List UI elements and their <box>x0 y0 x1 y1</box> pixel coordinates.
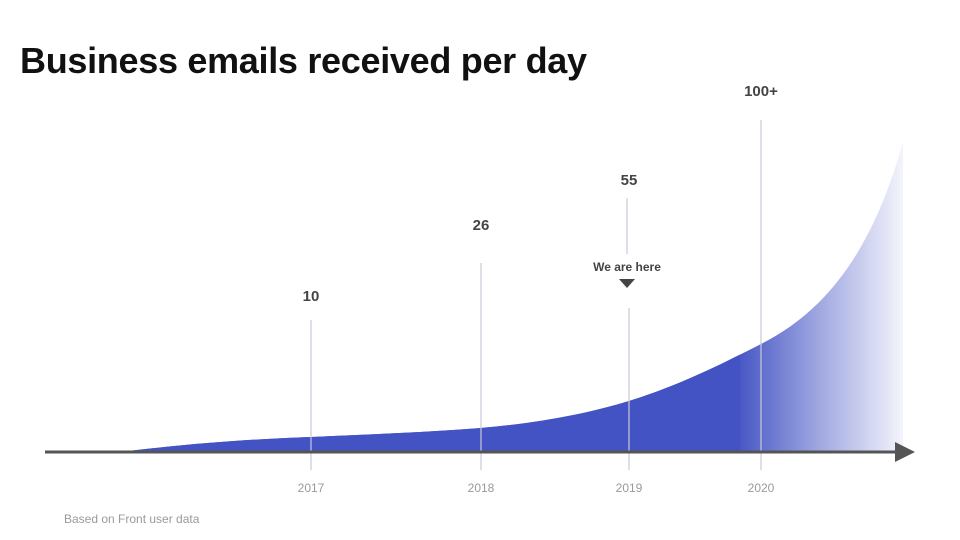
x-tick-label-2019: 2019 <box>616 481 643 495</box>
footnote: Based on Front user data <box>64 512 200 526</box>
value-label-2020: 100+ <box>744 83 778 100</box>
x-tick-label-2018: 2018 <box>468 481 495 495</box>
we-are-here-marker-icon <box>619 279 635 288</box>
x-tick-label-2020: 2020 <box>748 481 775 495</box>
page-title: Business emails received per day <box>20 40 587 81</box>
value-label-2017: 10 <box>303 288 320 305</box>
we-are-here-label: We are here <box>593 260 661 274</box>
value-label-2019: 55 <box>621 172 638 189</box>
growth-area <box>120 354 740 452</box>
x-axis-arrow <box>895 442 915 462</box>
growth-area-fade <box>120 142 903 452</box>
value-label-2018: 26 <box>473 217 490 234</box>
x-tick-label-2017: 2017 <box>298 481 325 495</box>
